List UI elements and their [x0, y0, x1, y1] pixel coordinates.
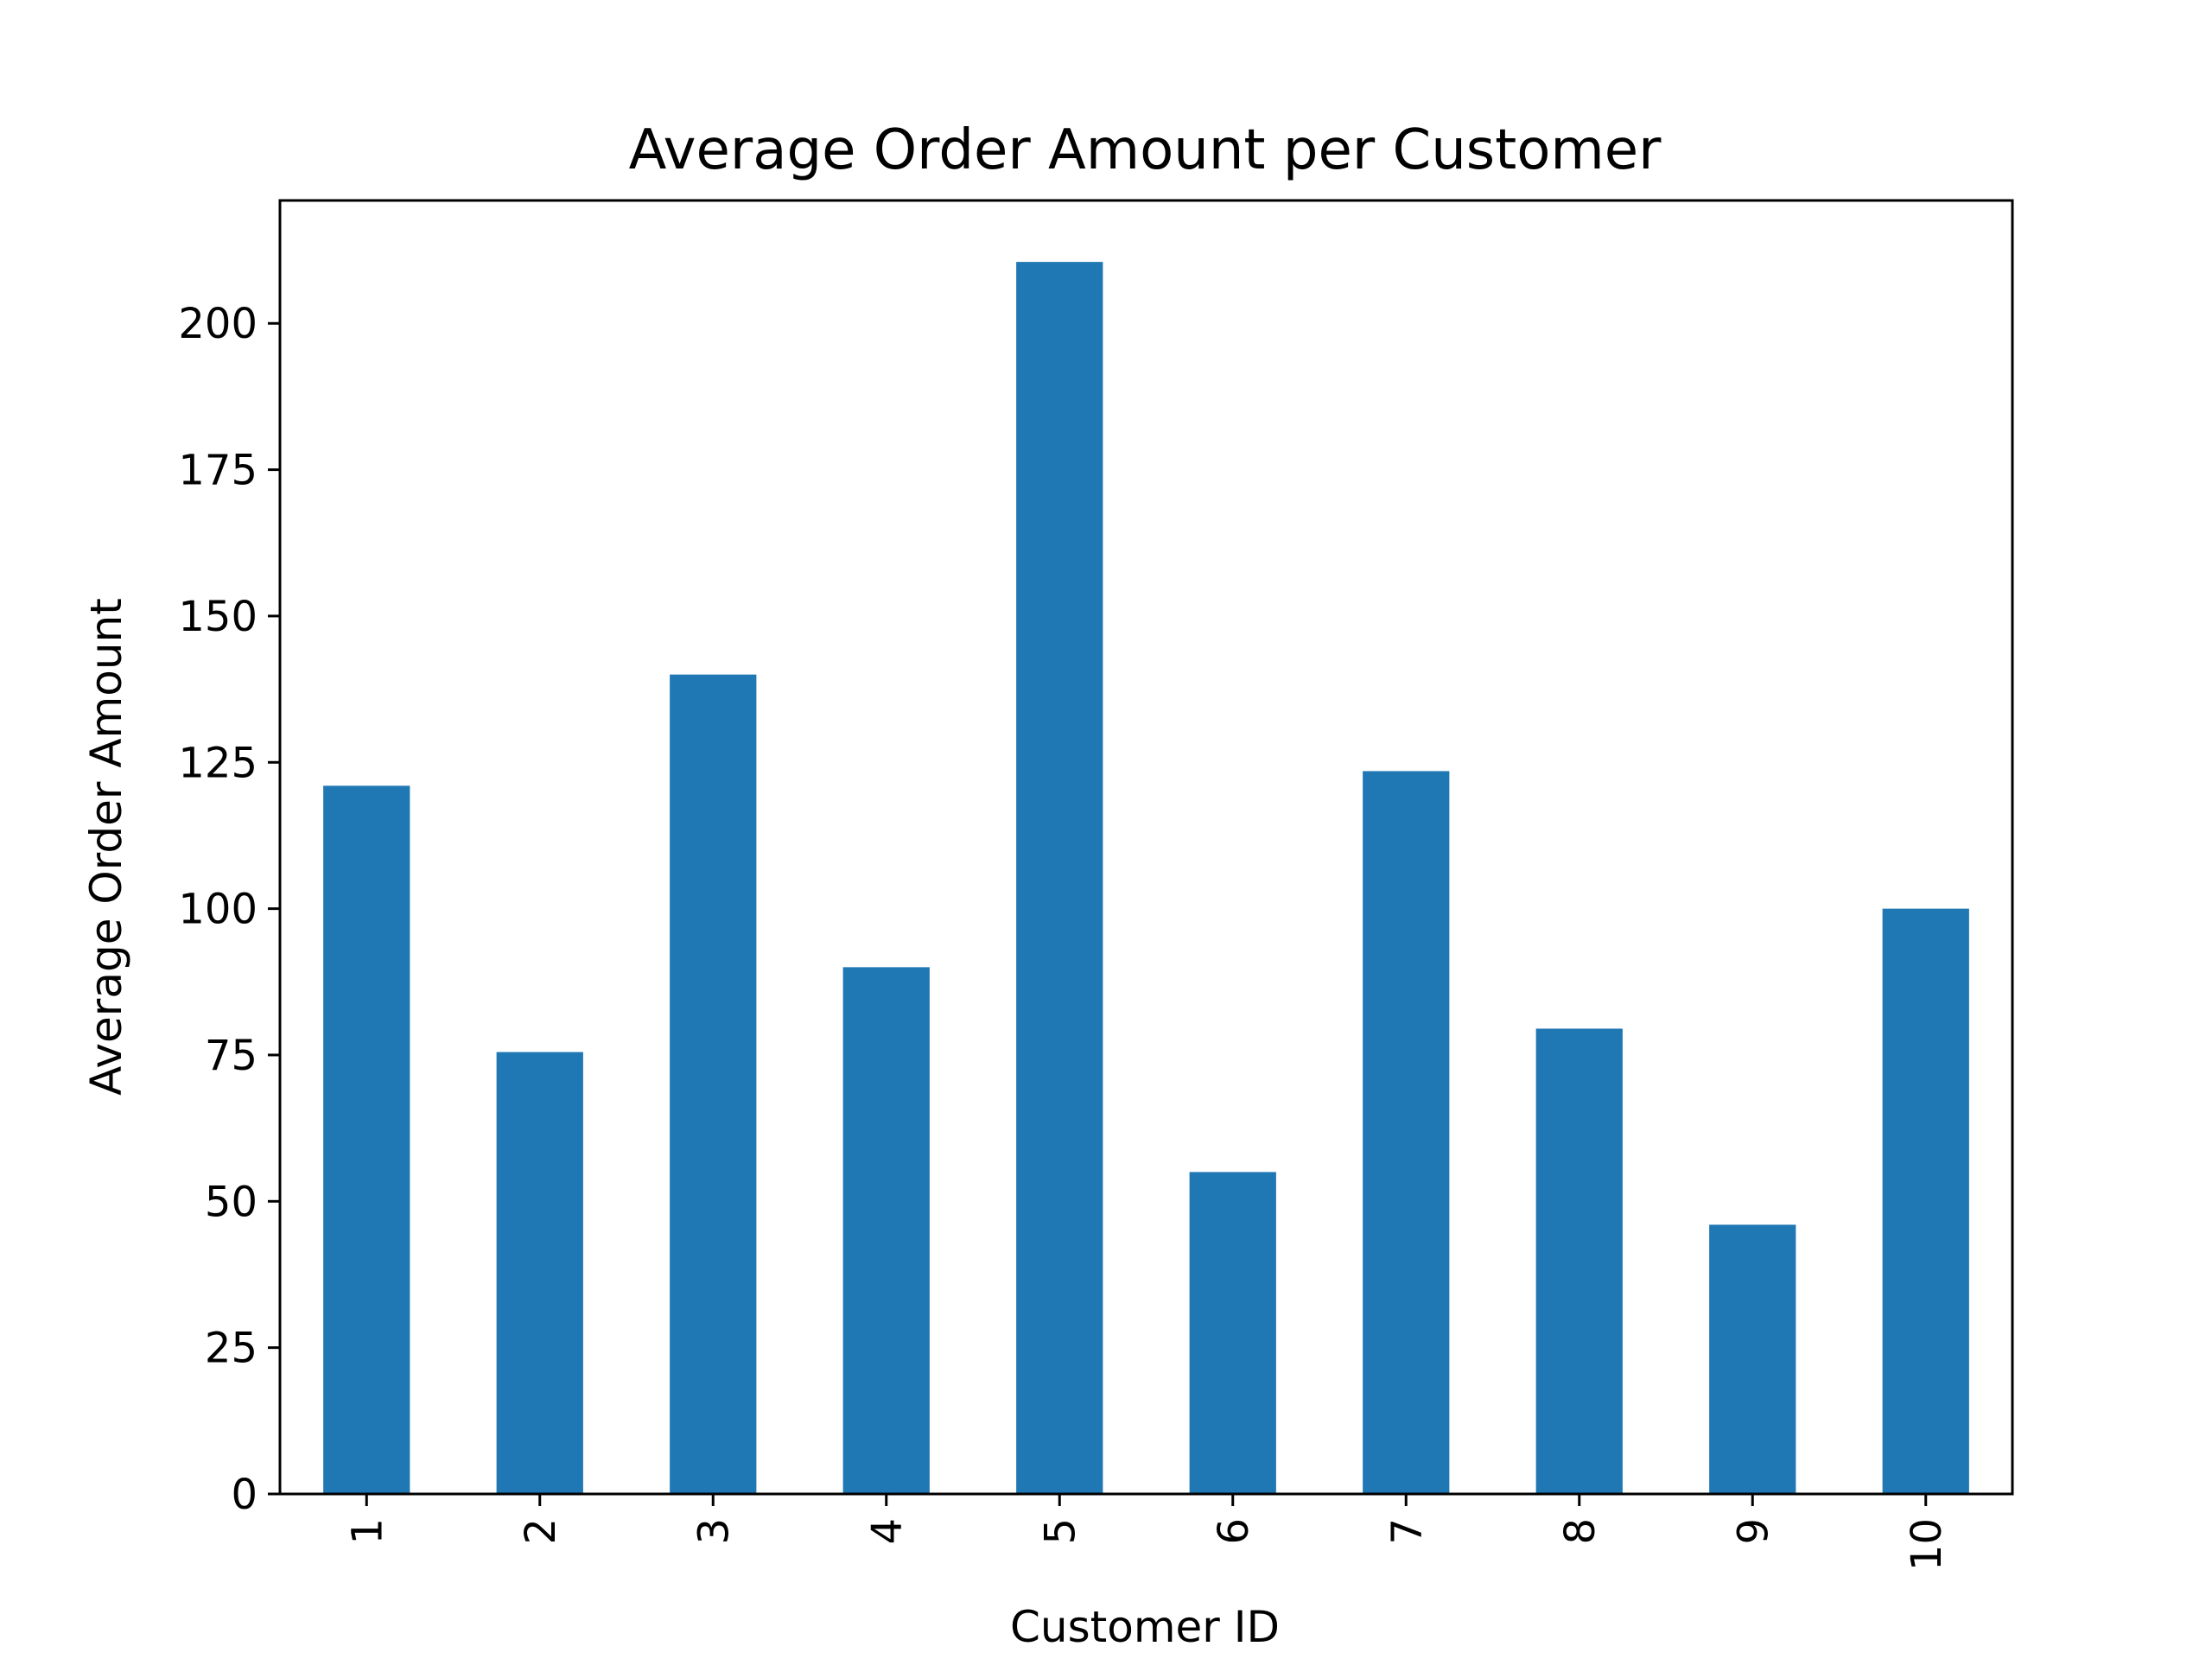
x-tick-label: 1: [343, 1518, 391, 1545]
y-axis-label: Average Order Amount: [81, 598, 131, 1096]
bar-7: [1363, 771, 1450, 1494]
y-tick-label: 100: [178, 886, 257, 934]
x-tick-label: 10: [1903, 1518, 1951, 1571]
x-tick-label: 8: [1556, 1518, 1605, 1545]
x-tick-label: 2: [517, 1518, 565, 1545]
y-tick-label: 75: [205, 1032, 257, 1080]
bar-8: [1535, 1028, 1623, 1494]
y-tick-label: 50: [205, 1178, 257, 1226]
bar-3: [670, 674, 757, 1494]
chart-title: Average Order Amount per Customer: [629, 118, 1662, 182]
x-tick-label: 5: [1036, 1518, 1084, 1545]
x-tick-label: 7: [1382, 1518, 1431, 1545]
y-tick-label: 0: [231, 1471, 257, 1519]
bar-6: [1189, 1172, 1276, 1494]
y-tick-label: 200: [178, 300, 257, 348]
y-axis: 0 25 50 75 100 125 150 175 200: [178, 300, 280, 1519]
x-tick-label: 9: [1729, 1518, 1777, 1545]
bar-9: [1709, 1224, 1796, 1494]
y-tick-label: 175: [178, 447, 257, 495]
x-tick-label: 6: [1210, 1518, 1258, 1545]
x-tick-label: 4: [863, 1518, 912, 1545]
plot-frame: [278, 199, 2014, 1496]
y-tick-label: 25: [205, 1325, 257, 1373]
bar-2: [496, 1052, 583, 1494]
x-tick-label: 3: [690, 1518, 738, 1545]
x-axis: 1 2 3 4 5 6 7 8 9 10: [343, 1494, 1951, 1571]
x-axis-label: Customer ID: [1010, 1602, 1280, 1652]
bar-5: [1016, 262, 1103, 1495]
y-tick-label: 125: [178, 739, 257, 787]
bar-1: [323, 785, 410, 1494]
y-tick-label: 150: [178, 593, 257, 641]
bar-4: [842, 967, 930, 1494]
bar-10: [1882, 908, 1969, 1494]
bars-group: [323, 262, 1969, 1495]
